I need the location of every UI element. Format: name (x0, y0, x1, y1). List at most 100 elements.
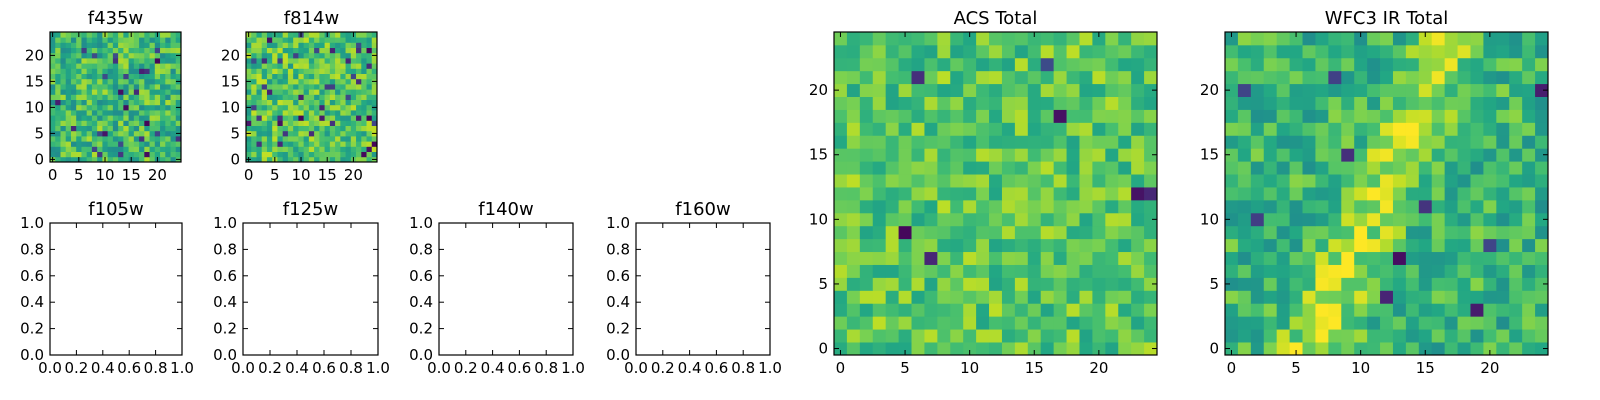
heatmap-cell (976, 148, 990, 162)
heatmap-cell (1367, 109, 1381, 123)
heatmap-cell (91, 125, 98, 132)
heatmap-cell (123, 52, 129, 59)
heatmap-cell (287, 120, 294, 126)
heatmap-cell (319, 37, 325, 43)
heatmap-cell (1001, 199, 1016, 214)
heatmap-cell (937, 83, 951, 97)
heatmap-cell (1001, 290, 1016, 304)
heatmap-cell (1014, 187, 1029, 201)
heatmap-cell (133, 58, 140, 64)
heatmap-cell (1302, 70, 1316, 85)
heatmap-cell (1444, 96, 1458, 110)
heatmap-cell (1354, 57, 1368, 72)
heatmap-cell (963, 316, 977, 330)
heatmap-cell (1001, 212, 1016, 227)
heatmap-cell (885, 174, 899, 188)
heatmap-cell (340, 42, 346, 48)
heatmap-cell (133, 156, 140, 163)
heatmap-cell (950, 109, 964, 123)
heatmap-cell (1380, 212, 1394, 227)
heatmap-cell (1302, 32, 1316, 46)
heatmap-cell (128, 52, 135, 59)
heatmap-cell (1328, 264, 1342, 278)
heatmap-cell (345, 37, 352, 43)
heatmap-cell (1079, 44, 1093, 59)
heatmap-cell (314, 84, 320, 90)
heatmap-cell (160, 141, 166, 147)
x-tick-label: 0.8 (731, 359, 755, 377)
heatmap-cell (350, 42, 357, 48)
heatmap-cell (91, 78, 98, 85)
heatmap-cell (1509, 225, 1523, 240)
heatmap-cell (1027, 187, 1042, 201)
x-tick-label: 0.8 (339, 359, 363, 377)
f160w-ticks: 0.0 0.2 0.4 0.6 0.8 1.00.00.20.40.60.81.0 (606, 214, 782, 377)
heatmap-cell (165, 125, 171, 132)
heatmap-cell (1289, 161, 1303, 175)
heatmap-cell (60, 115, 67, 121)
heatmap-cell (366, 52, 373, 59)
heatmap-cell (1315, 122, 1329, 136)
heatmap-cell (1380, 316, 1394, 330)
heatmap-cell (1276, 225, 1290, 240)
heatmap-cell (139, 63, 145, 69)
heatmap-cell (81, 130, 88, 137)
heatmap-cell (1535, 290, 1549, 304)
heatmap-cell (989, 264, 1003, 278)
heatmap-cell (256, 94, 263, 100)
heatmap-cell (885, 148, 899, 162)
heatmap-cell (937, 316, 951, 330)
heatmap-cell (303, 73, 310, 80)
heatmap-cell (1405, 290, 1420, 304)
heatmap-cell (287, 115, 294, 121)
heatmap-cell (1470, 161, 1484, 175)
heatmap-cell (1405, 44, 1420, 59)
heatmap-cell (911, 316, 925, 330)
heatmap-cell (1509, 96, 1523, 110)
heatmap-cell (256, 58, 263, 64)
heatmap-cell (324, 58, 331, 64)
heatmap-cell (160, 68, 166, 74)
heatmap-cell (1341, 161, 1355, 175)
heatmap-cell (350, 58, 357, 64)
heatmap-cell (123, 120, 129, 126)
heatmap-cell (1289, 251, 1303, 265)
heatmap-cell (1483, 122, 1497, 136)
heatmap-cell (937, 290, 951, 304)
heatmap-cell (50, 68, 56, 74)
heatmap-cell (1250, 122, 1265, 136)
heatmap-cell (1457, 264, 1471, 278)
heatmap-cell (170, 130, 177, 137)
heatmap-cell (1392, 329, 1407, 343)
heatmap-cell (329, 94, 336, 100)
heatmap-cell (1131, 109, 1145, 123)
heatmap-cell (1118, 251, 1132, 265)
heatmap-cell (144, 151, 150, 158)
panel-f160w: 0.0 0.2 0.4 0.6 0.8 1.00.00.20.40.60.81.0 f16… (606, 199, 782, 377)
heatmap-cell (1315, 277, 1329, 291)
heatmap-cell (950, 70, 964, 85)
heatmap-cell (1066, 70, 1080, 85)
heatmap-cell (97, 156, 103, 163)
heatmap-cell (133, 32, 140, 38)
heatmap-cell (1444, 303, 1458, 317)
heatmap-cell (282, 104, 289, 111)
heatmap-cell (1315, 187, 1329, 201)
heatmap-cell (846, 83, 861, 97)
heatmap-cell (1040, 303, 1055, 317)
y-tick-label: 0.8 (20, 240, 44, 258)
heatmap-cell (1315, 83, 1329, 97)
heatmap-cell (139, 32, 145, 38)
heatmap-cell (1302, 57, 1316, 72)
y-tick-label: 0.8 (606, 240, 630, 258)
heatmap-cell (1315, 70, 1329, 85)
heatmap-cell (70, 42, 77, 48)
heatmap-cell (1522, 174, 1536, 188)
heatmap-cell (937, 251, 951, 265)
heatmap-cell (1250, 57, 1265, 72)
heatmap-cell (1431, 109, 1446, 123)
heatmap-cell (266, 130, 273, 137)
heatmap-cell (76, 136, 82, 142)
heatmap-cell (86, 47, 93, 54)
